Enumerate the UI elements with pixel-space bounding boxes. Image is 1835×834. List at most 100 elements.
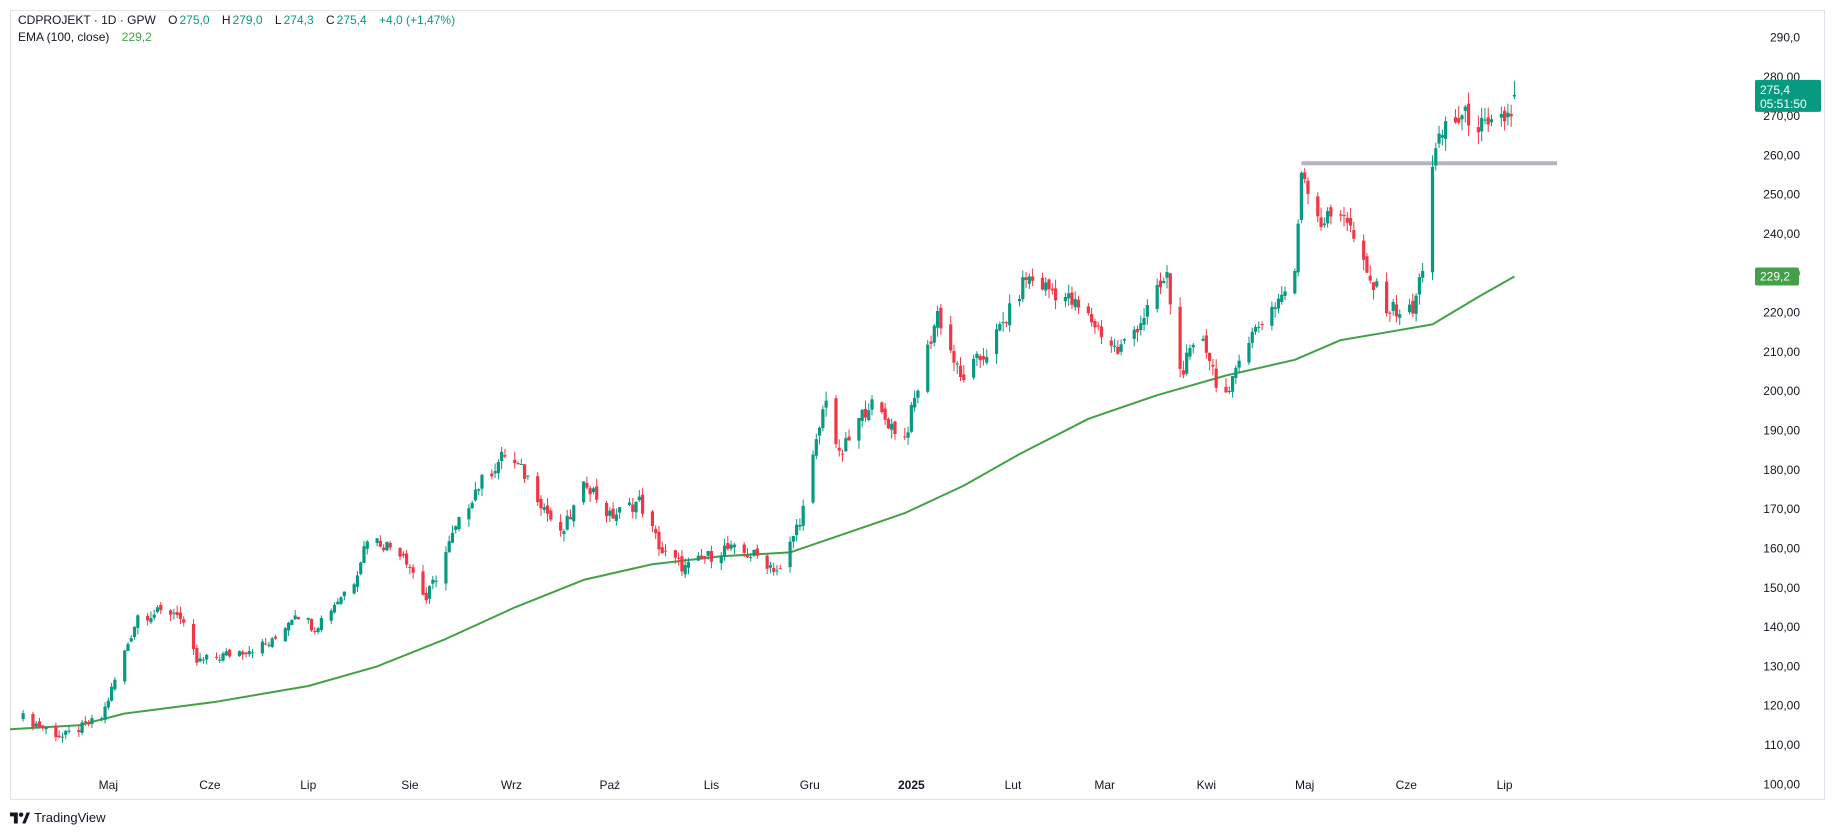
low-label: L: [274, 13, 282, 27]
candle: [313, 627, 317, 635]
candle-body: [1440, 134, 1444, 138]
candle-body: [37, 721, 42, 727]
candle-body: [270, 638, 274, 647]
candle: [663, 544, 668, 557]
candle: [1326, 207, 1330, 228]
y-tick-label: 240,00: [1763, 227, 1800, 241]
candle: [431, 575, 435, 590]
candle-body: [1368, 275, 1372, 281]
x-tick-label: Lis: [704, 778, 719, 792]
candle-body: [378, 540, 382, 547]
candle: [1345, 211, 1349, 232]
candle: [1466, 92, 1471, 136]
legend-ema-row[interactable]: EMA (100, close) 229,2: [18, 29, 457, 46]
candle: [447, 535, 451, 554]
candle-body: [549, 510, 553, 520]
open-label: O: [168, 13, 178, 27]
candle-body: [631, 504, 635, 512]
ema-indicator-name[interactable]: EMA (100, close): [18, 30, 110, 44]
candle: [398, 547, 402, 561]
candle-body: [401, 553, 405, 556]
candle: [1460, 114, 1464, 131]
candle-body: [1260, 324, 1264, 326]
candle-body: [516, 463, 520, 465]
candle-body: [903, 436, 907, 438]
candle-body: [1191, 344, 1195, 348]
candle: [765, 554, 769, 575]
candle: [1483, 107, 1487, 125]
candle-body: [857, 418, 861, 441]
close-label: C: [325, 13, 335, 27]
candle: [568, 509, 573, 520]
candle: [847, 429, 851, 442]
legend-price-row[interactable]: CDPROJEKT · 1D · GPW O 275,0 H 279,0 L 274,…: [18, 12, 457, 29]
candle: [985, 349, 989, 365]
candle: [1053, 279, 1058, 310]
candle-body: [709, 550, 714, 562]
candle-body: [958, 365, 963, 377]
candle: [408, 564, 412, 575]
candle-body: [1342, 214, 1346, 217]
candle: [637, 490, 641, 502]
candle-body: [1208, 352, 1212, 361]
candle-body: [811, 454, 815, 503]
candle-body: [821, 409, 825, 429]
candle-body: [755, 548, 759, 556]
candle-body: [581, 481, 586, 503]
candle: [496, 459, 500, 480]
candle: [1430, 155, 1435, 280]
candle: [1234, 365, 1238, 385]
symbol-label[interactable]: CDPROJEKT · 1D · GPW: [18, 13, 156, 27]
candle-body: [1509, 113, 1513, 117]
candle-body: [1398, 314, 1402, 318]
ema-line[interactable]: [9, 275, 1515, 731]
candle-body: [457, 517, 461, 530]
candle: [778, 564, 782, 570]
candle: [421, 564, 425, 596]
candle-body: [1135, 328, 1140, 333]
candle: [309, 618, 314, 632]
x-tick-label: Lip: [1497, 778, 1513, 792]
candle-body: [1090, 314, 1094, 323]
candle-body: [545, 505, 550, 514]
candle-body: [1050, 288, 1054, 291]
candle: [657, 525, 661, 556]
candle: [1348, 207, 1353, 233]
candle-body: [1280, 294, 1284, 302]
candle: [775, 564, 779, 576]
brand-watermark[interactable]: TradingView: [10, 810, 106, 825]
candle: [1280, 286, 1284, 305]
candle-body: [913, 397, 917, 408]
x-tick-label: 2025: [898, 778, 925, 792]
candle-body: [1230, 376, 1235, 392]
candle: [677, 552, 681, 566]
candle-body: [1142, 318, 1146, 325]
candle-body: [1257, 326, 1261, 328]
candle-body: [1303, 172, 1307, 180]
candle: [1076, 295, 1081, 314]
price-badges: 275,4 05:51:50 229,2: [1755, 79, 1821, 286]
candle-body: [244, 652, 248, 655]
candle: [929, 335, 933, 350]
candle: [1503, 106, 1507, 131]
candle-body: [313, 631, 317, 633]
candle: [424, 587, 428, 604]
candle-body: [683, 565, 687, 575]
candle: [332, 602, 337, 614]
candle: [31, 711, 35, 731]
candle-body: [434, 580, 438, 582]
candle: [788, 536, 792, 573]
candle: [169, 609, 173, 622]
candle: [742, 542, 746, 557]
candle: [64, 729, 68, 740]
candle-body: [1322, 223, 1326, 226]
candle-body: [427, 586, 432, 599]
candle-body: [431, 579, 435, 584]
candle-body: [1178, 306, 1182, 369]
candle-body: [1001, 322, 1005, 324]
candle: [1096, 321, 1100, 331]
y-tick-label: 170,00: [1763, 502, 1800, 516]
candle-body: [1093, 321, 1097, 328]
